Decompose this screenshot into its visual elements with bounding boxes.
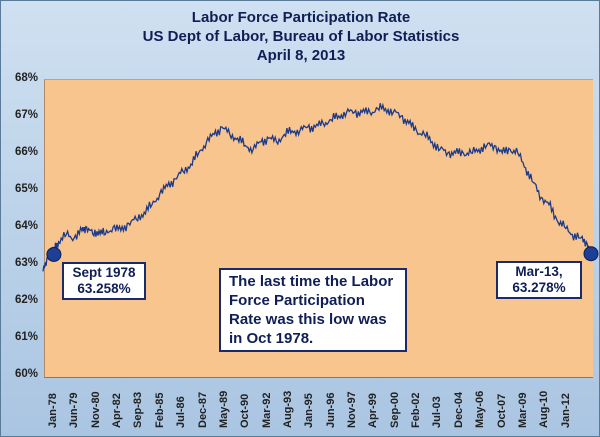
callout-end: Mar-13, 63.278% xyxy=(496,261,582,299)
y-tick-label: 64% xyxy=(14,220,38,232)
chart-subtitle: US Dept of Labor, Bureau of Labor Statis… xyxy=(142,28,460,45)
callout-end-line1: Mar-13, xyxy=(515,264,563,279)
y-tick-label: 68% xyxy=(14,72,38,84)
callout-end-line2: 63.278% xyxy=(512,280,566,295)
y-tick-label: 61% xyxy=(14,331,38,343)
y-tick-label: 67% xyxy=(14,109,38,121)
callout-start-line1: Sept 1978 xyxy=(72,265,136,280)
start-marker xyxy=(46,246,62,262)
y-tick-label: 63% xyxy=(14,257,38,269)
callout-start-line2: 63.258% xyxy=(77,281,131,296)
annotation-box: The last time the Labor Force Participat… xyxy=(219,268,407,352)
callout-start: Sept 1978 63.258% xyxy=(62,262,146,300)
end-marker xyxy=(583,246,599,262)
y-tick-label: 62% xyxy=(14,294,38,306)
y-tick-label: 60% xyxy=(14,368,38,380)
y-tick-label: 65% xyxy=(14,183,38,195)
chart-title: Labor Force Participation Rate xyxy=(191,9,411,26)
series-line xyxy=(42,102,592,272)
chart-date: April 8, 2013 xyxy=(256,47,346,64)
y-tick-label: 66% xyxy=(14,146,38,158)
